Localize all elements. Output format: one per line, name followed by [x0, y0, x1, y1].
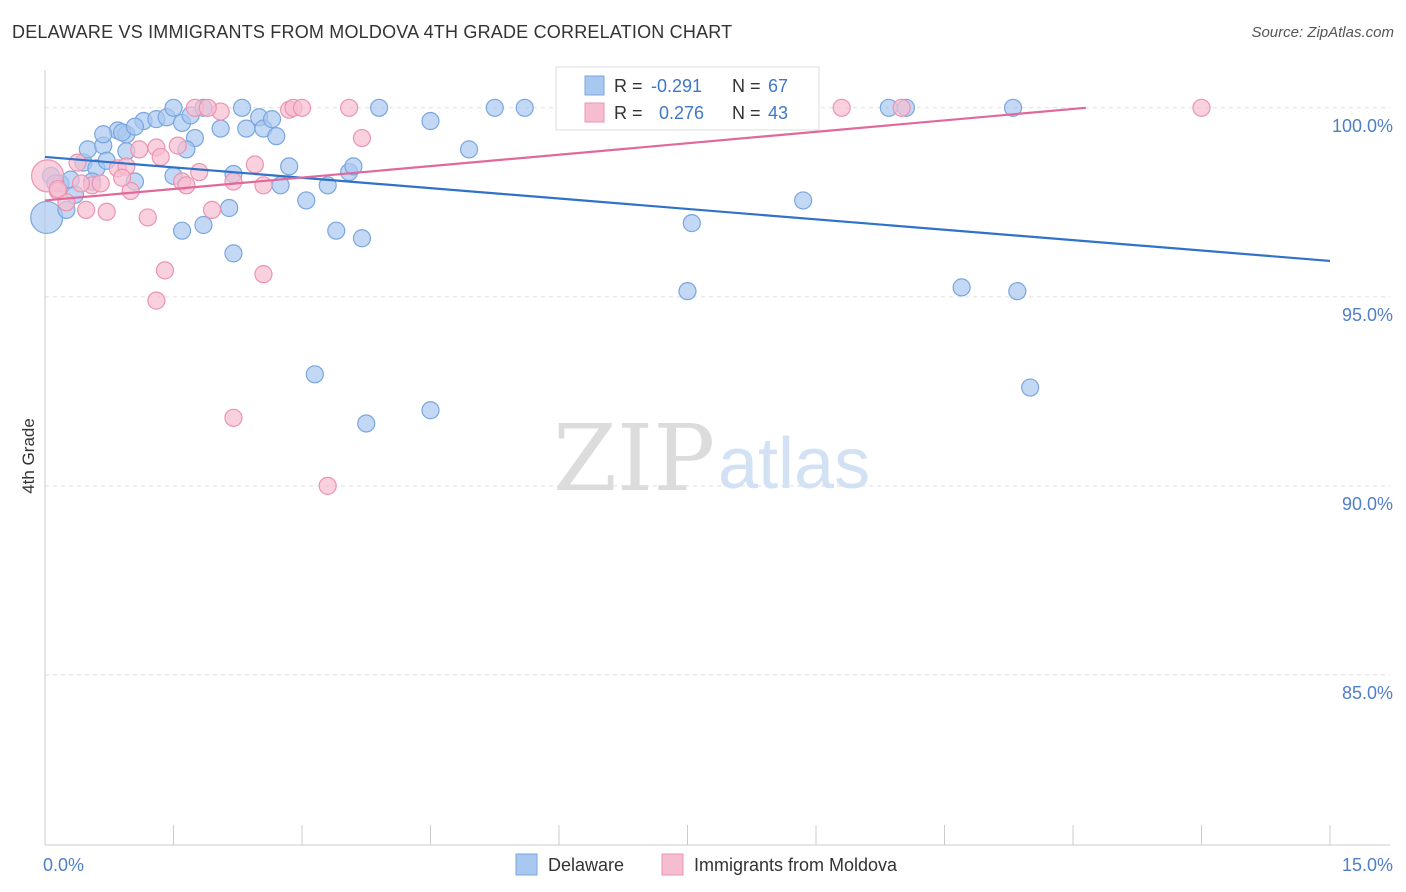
stats-n-label-moldova: N =	[732, 103, 761, 123]
stats-swatch-delaware	[584, 75, 605, 96]
stats-r-label-delaware: R =	[614, 76, 643, 96]
y-axis-label: 4th Grade	[19, 418, 38, 494]
point-moldova-17	[190, 162, 209, 182]
point-delaware-52	[794, 191, 813, 210]
point-delaware-58	[1021, 378, 1040, 397]
point-delaware-38	[224, 244, 243, 263]
point-delaware-17	[164, 98, 183, 117]
point-delaware-28	[262, 110, 282, 129]
point-delaware-5	[30, 200, 64, 235]
point-moldova-20	[224, 172, 243, 191]
point-delaware-35	[220, 198, 239, 218]
x-tick-label-0: 0.0%	[43, 855, 84, 875]
point-delaware-36	[194, 215, 213, 235]
y-tick-label-0: 100.0%	[1332, 116, 1393, 136]
y-tick-label-3: 85.0%	[1342, 683, 1393, 703]
point-moldova-27	[352, 128, 372, 148]
point-delaware-30	[280, 157, 299, 176]
watermark: ZIP atlas	[553, 405, 870, 512]
point-delaware-50	[682, 214, 701, 233]
point-moldova-28	[155, 261, 175, 280]
stats-n-label-delaware: N =	[732, 76, 761, 96]
point-delaware-23	[211, 119, 230, 138]
chart-title: DELAWARE VS IMMIGRANTS FROM MOLDOVA 4TH …	[12, 22, 733, 42]
point-delaware-24	[232, 98, 252, 117]
stats-r-value-moldova: 0.276	[659, 103, 704, 123]
point-moldova-4	[77, 200, 96, 219]
point-delaware-64	[125, 117, 145, 136]
point-moldova-25	[292, 98, 312, 117]
point-moldova-15	[177, 176, 196, 195]
point-delaware-57	[1008, 282, 1027, 301]
point-delaware-48	[485, 98, 504, 117]
stats-swatch-moldova	[584, 102, 605, 123]
legend-label-delaware: Delaware	[548, 855, 624, 875]
point-delaware-61	[421, 401, 440, 420]
point-moldova-13	[168, 136, 187, 155]
point-moldova-21	[245, 155, 264, 174]
point-delaware-37	[172, 221, 192, 240]
point-moldova-3	[68, 153, 87, 172]
point-moldova-32	[318, 476, 337, 495]
stats-r-value-delaware: -0.291	[651, 76, 702, 96]
point-moldova-30	[254, 265, 273, 284]
point-moldova-42	[112, 168, 132, 187]
stats-n-value-delaware: 67	[768, 76, 788, 96]
point-delaware-56	[952, 278, 971, 297]
legend-swatch-moldova	[661, 853, 684, 876]
y-tick-label-1: 95.0%	[1342, 305, 1393, 325]
point-moldova-31	[224, 408, 243, 427]
tick-labels: 100.0% 95.0% 90.0% 85.0% 0.0% 15.0%	[43, 116, 1393, 875]
point-moldova-37	[198, 98, 217, 117]
point-delaware-59	[305, 365, 324, 384]
trend-lines	[44, 106, 1331, 263]
grid-lines	[45, 107, 1390, 676]
series-legend: Delaware Immigrants from Moldova	[515, 853, 898, 876]
point-delaware-12	[94, 125, 113, 144]
data-points	[30, 98, 1211, 495]
point-delaware-49	[515, 98, 534, 117]
point-moldova-26	[340, 98, 359, 117]
stats-legend: R = -0.291 N = 67 R = 0.276 N = 43	[555, 66, 820, 131]
point-moldova-34	[71, 174, 91, 193]
point-moldova-6	[97, 202, 116, 221]
legend-label-moldova: Immigrants from Moldova	[694, 855, 898, 875]
point-moldova-41	[1192, 98, 1211, 117]
x-tick-label-1: 15.0%	[1342, 855, 1393, 875]
point-moldova-9	[130, 140, 149, 159]
point-delaware-55	[1003, 98, 1023, 117]
trend-line-delaware	[44, 155, 1331, 263]
watermark-atlas: atlas	[718, 424, 870, 504]
point-moldova-33	[48, 179, 67, 199]
point-moldova-10	[138, 208, 157, 227]
point-delaware-47	[459, 140, 479, 159]
point-delaware-43	[344, 157, 363, 176]
axes	[44, 70, 1390, 846]
stats-n-value-moldova: 43	[768, 103, 788, 123]
point-moldova-18	[202, 200, 222, 219]
point-delaware-46	[421, 111, 440, 131]
source-credit: Source: ZipAtlas.com	[1251, 24, 1394, 41]
point-delaware-29	[267, 127, 286, 146]
trend-line-moldova	[44, 106, 1086, 202]
y-tick-label-2: 90.0%	[1342, 494, 1393, 514]
legend-swatch-delaware	[515, 853, 538, 876]
point-moldova-29	[147, 291, 166, 310]
point-moldova-40	[892, 98, 911, 117]
point-delaware-41	[327, 221, 346, 240]
point-delaware-51	[678, 282, 697, 301]
point-moldova-12	[151, 147, 170, 167]
point-delaware-44	[352, 229, 372, 248]
stats-r-label-moldova: R =	[614, 103, 643, 123]
point-delaware-39	[297, 191, 316, 210]
point-delaware-45	[370, 98, 389, 117]
point-delaware-60	[357, 414, 376, 433]
point-moldova-35	[91, 174, 110, 193]
watermark-zip: ZIP	[553, 405, 715, 512]
point-moldova-39	[832, 98, 851, 117]
